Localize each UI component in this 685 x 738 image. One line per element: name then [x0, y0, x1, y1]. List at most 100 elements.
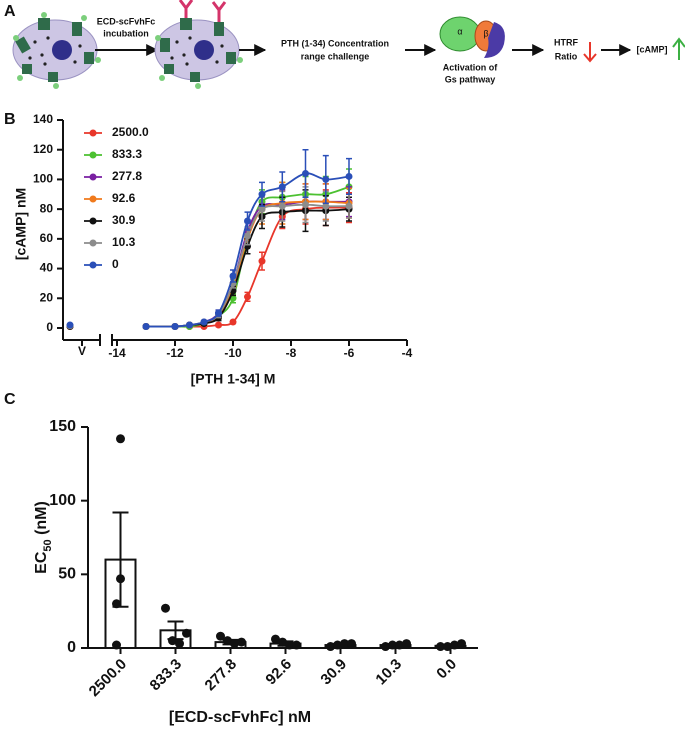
legend-marker: [89, 217, 97, 225]
data-point: [244, 217, 251, 225]
step-text: HTRF: [554, 37, 578, 47]
legend-label: 10.3: [112, 235, 136, 249]
step-text: PTH (1-34) Concentration: [281, 38, 389, 48]
step-text: Ratio: [555, 51, 578, 61]
data-point: [258, 257, 266, 265]
legend-label: 30.9: [112, 213, 136, 227]
x-tick-label: 30.9: [317, 656, 350, 689]
replicate-point: [182, 628, 191, 638]
data-point: [345, 172, 353, 180]
legend-marker: [89, 239, 97, 247]
data-point: [322, 175, 330, 183]
replicate-point: [340, 639, 349, 649]
replicate-point: [175, 639, 184, 649]
vehicle-point: [66, 321, 74, 329]
data-point: [244, 293, 251, 301]
replicate-point: [161, 603, 170, 613]
y-tick-label: 80: [40, 201, 54, 215]
legend-label: 2500.0: [112, 125, 149, 139]
data-point: [322, 202, 330, 210]
step-text: range challenge: [301, 51, 370, 61]
cell-with-antibody: [154, 0, 243, 89]
data-point: [345, 202, 353, 210]
y-tick-label: 0: [46, 320, 53, 334]
data-point: [244, 232, 251, 240]
replicate-point: [112, 599, 121, 609]
replicate-point: [402, 639, 411, 649]
replicate-point: [116, 574, 125, 584]
data-point: [186, 321, 193, 329]
data-point: [302, 169, 309, 177]
x-tick-label: -10: [224, 346, 242, 360]
x-tick-label: -6: [344, 346, 355, 360]
y-tick-label: 150: [49, 418, 76, 435]
y-axis-title: EC50 (nM): [33, 501, 54, 574]
replicate-point: [326, 642, 335, 652]
replicate-point: [347, 639, 356, 649]
data-point: [229, 318, 237, 326]
replicate-point: [168, 636, 177, 646]
y-tick-label: 20: [40, 290, 54, 304]
step-text: ECD-scFvhFc: [97, 16, 156, 26]
replicate-point: [292, 640, 301, 650]
data-point: [200, 318, 208, 326]
y-tick-label: 60: [40, 231, 54, 245]
axes: [87, 427, 478, 649]
replicate-point: [278, 637, 287, 647]
cell: [12, 12, 101, 89]
y-axis-title-part: (nM): [33, 501, 50, 539]
replicate-point: [395, 640, 404, 650]
x-tick-label: 2500.0: [86, 656, 130, 700]
replicate-point: [237, 637, 246, 647]
panel-label: A: [4, 3, 16, 20]
x-tick-label: -14: [108, 346, 126, 360]
legend-label: 0: [112, 257, 119, 271]
replicate-point: [381, 642, 390, 652]
y-tick-label: 50: [58, 566, 76, 583]
legend-marker: [89, 173, 97, 181]
x-axis-title: [ECD-scFvhFc] nM: [169, 709, 311, 726]
replicate-point: [457, 639, 466, 649]
g-protein: α β: [439, 16, 505, 58]
subunit: β: [483, 28, 488, 38]
replicate-point: [271, 634, 280, 644]
y-tick-label: 140: [33, 112, 53, 126]
legend-marker: [89, 129, 97, 137]
x-tick-label: 0.0: [433, 656, 460, 683]
x-tick-label: 10.3: [372, 656, 405, 689]
x-axis-vehicle: [63, 334, 101, 346]
step-text: [cAMP]: [637, 44, 668, 54]
x-tick-label: -8: [286, 346, 297, 360]
x-tick-label: -12: [166, 346, 184, 360]
y-tick-label: 0: [67, 639, 76, 656]
data-point: [278, 202, 286, 210]
step-text: incubation: [103, 28, 149, 38]
legend-label: 833.3: [112, 147, 142, 161]
legend-label: 92.6: [112, 191, 136, 205]
data-point: [215, 321, 222, 329]
data-point: [142, 323, 150, 331]
data-point: [302, 201, 309, 209]
x-tick-label: -4: [402, 346, 413, 360]
data-point: [215, 309, 222, 317]
legend-marker: [89, 195, 97, 203]
replicate-point: [436, 642, 445, 652]
replicate-point: [230, 639, 239, 649]
y-tick-label: 40: [40, 261, 54, 275]
up-arrow: [672, 37, 685, 60]
y-tick-label: 100: [33, 172, 53, 186]
data-point: [278, 183, 286, 191]
panel-label: B: [4, 111, 16, 128]
x-tick-label: 277.8: [202, 656, 241, 695]
step-text: Activation of: [443, 62, 499, 72]
y-axis-title: [cAMP] nM: [13, 188, 29, 260]
data-point: [258, 205, 266, 213]
legend-marker: [89, 261, 97, 269]
y-axis-title-part: EC: [33, 551, 50, 574]
x-axis-title: [PTH 1-34] M: [191, 371, 276, 387]
y-axis-title-part: 50: [42, 539, 54, 551]
replicate-point: [450, 640, 459, 650]
replicate-point: [223, 636, 232, 646]
subunit: α: [457, 26, 462, 36]
vehicle-label: V: [78, 344, 86, 358]
